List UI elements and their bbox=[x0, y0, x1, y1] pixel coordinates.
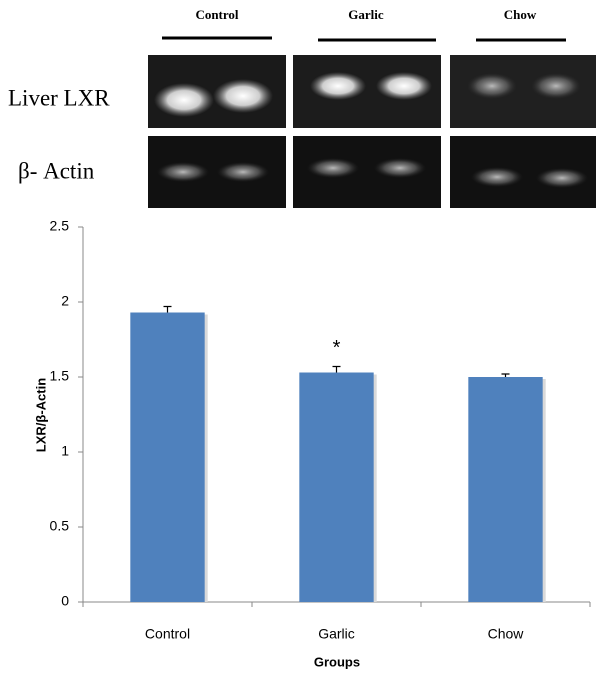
error-bar bbox=[501, 373, 510, 377]
bar bbox=[468, 377, 543, 602]
gel-band bbox=[374, 158, 426, 178]
x-tick-label: Control bbox=[145, 626, 190, 642]
gel-band bbox=[376, 72, 432, 100]
gel-band bbox=[531, 73, 581, 99]
lane-label: Garlic bbox=[348, 7, 384, 22]
y-tick-label: 0.5 bbox=[50, 518, 70, 534]
bar bbox=[299, 372, 374, 602]
error-bar bbox=[332, 365, 341, 373]
gel-band bbox=[154, 83, 214, 117]
gel-band bbox=[217, 162, 269, 182]
gel-band bbox=[536, 168, 588, 188]
x-axis-label: Groups bbox=[314, 654, 360, 669]
gel-band bbox=[467, 73, 517, 99]
y-tick-label: 2.5 bbox=[50, 218, 70, 234]
lane-label: Chow bbox=[504, 7, 537, 22]
gel-band bbox=[310, 72, 366, 100]
x-tick-label: Garlic bbox=[318, 626, 355, 642]
lane-label: Control bbox=[195, 7, 238, 22]
annotation: * bbox=[333, 337, 341, 359]
gel-band bbox=[471, 167, 523, 187]
error-bar bbox=[163, 305, 172, 313]
y-tick-label: 2 bbox=[61, 293, 69, 309]
y-axis-label: LXR/β-Actin bbox=[33, 378, 48, 452]
gel-band bbox=[307, 158, 359, 178]
gel-image: Control Garlic Chow Liver LXR β- Actin bbox=[8, 7, 596, 208]
row-label: Liver LXR bbox=[8, 85, 110, 110]
y-tick-label: 0 bbox=[61, 593, 69, 609]
gel-band bbox=[157, 162, 209, 182]
row-label: β- Actin bbox=[18, 158, 95, 183]
bar bbox=[130, 312, 205, 602]
y-tick-label: 1 bbox=[61, 443, 69, 459]
gel-band bbox=[213, 79, 273, 113]
x-tick-label: Chow bbox=[488, 626, 525, 642]
y-tick-label: 1.5 bbox=[50, 368, 70, 384]
